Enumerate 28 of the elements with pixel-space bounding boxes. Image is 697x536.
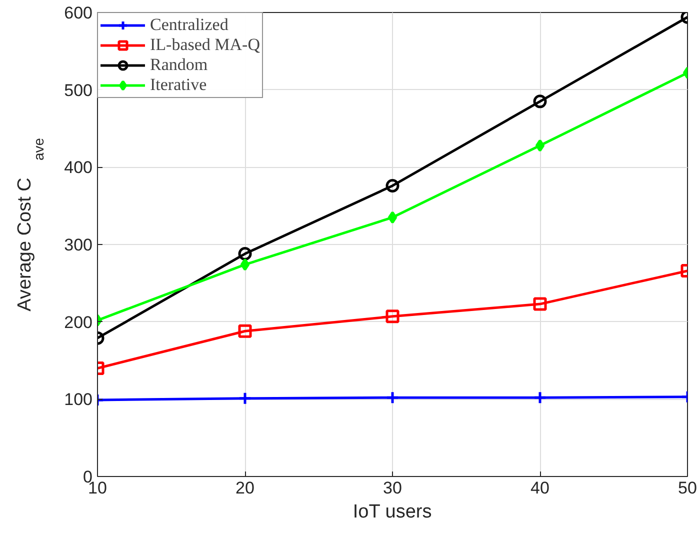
y-tick-label: 600 xyxy=(64,4,93,22)
point xyxy=(386,178,400,192)
y-tick-label: 400 xyxy=(64,158,93,178)
x-axis-title: IoT users xyxy=(352,502,432,522)
y-tick-label: 200 xyxy=(64,312,93,332)
point xyxy=(240,258,250,271)
point xyxy=(238,392,252,406)
point xyxy=(533,297,547,311)
point xyxy=(238,324,252,338)
point xyxy=(386,390,400,404)
point xyxy=(533,94,547,108)
y-tick-label: 100 xyxy=(64,390,93,410)
x-tick-label: 30 xyxy=(383,478,402,498)
legend-label: Centralized xyxy=(150,15,228,35)
x-tick-label: 50 xyxy=(678,478,697,498)
legend-label: Iterative xyxy=(150,75,207,95)
point xyxy=(386,310,400,324)
point xyxy=(388,211,398,224)
point xyxy=(535,139,545,152)
x-tick-label: 20 xyxy=(236,478,254,498)
y-tick-label: 500 xyxy=(64,80,93,100)
legend-label: Random xyxy=(150,55,208,75)
point xyxy=(238,247,252,261)
y-tick-label: 300 xyxy=(64,236,93,254)
point xyxy=(533,390,547,404)
legend-label: IL-based MA-Q xyxy=(150,35,260,55)
x-tick-label: 40 xyxy=(530,478,550,498)
y-axis-title: Average Cost Cave xyxy=(14,138,46,312)
